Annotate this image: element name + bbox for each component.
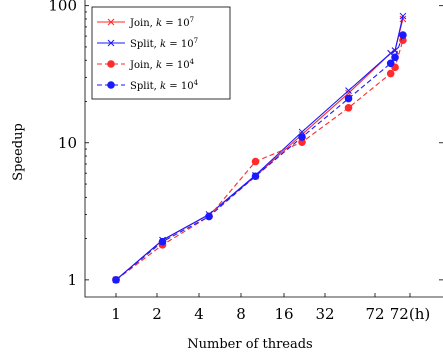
series-marker-dot bbox=[344, 103, 353, 112]
x-tick-label: 72 bbox=[365, 305, 384, 323]
axis-frame bbox=[84, 0, 443, 298]
series-marker-dot bbox=[386, 59, 395, 68]
series-marker-dot bbox=[158, 237, 167, 246]
legend-entry: Join, k = 107 bbox=[97, 16, 194, 29]
legend-label: Split, k = 104 bbox=[130, 79, 199, 92]
series-marker-dot bbox=[205, 212, 213, 221]
series-marker-x bbox=[399, 15, 407, 23]
axes: 1 10 100 1 2 4 8 16 32 72 72(h) bbox=[48, 0, 443, 323]
legend-marker-x bbox=[107, 18, 115, 26]
legend-entry: Split, k = 104 bbox=[97, 79, 199, 92]
series-marker-dot bbox=[298, 133, 306, 141]
legend-entry: Join, k = 104 bbox=[97, 58, 195, 71]
series-marker-x bbox=[399, 12, 407, 20]
x-tick-label: 2 bbox=[152, 305, 162, 323]
series-marker-x bbox=[345, 87, 352, 95]
x-tick-label: 4 bbox=[194, 305, 204, 323]
series-marker-dot bbox=[112, 276, 120, 284]
x-tick-label: 8 bbox=[236, 305, 246, 323]
legend-entry: Split, k = 107 bbox=[97, 37, 198, 50]
series-marker-dot bbox=[251, 172, 260, 181]
y-tick-label: 10 bbox=[58, 134, 77, 152]
series-marker-x bbox=[345, 89, 352, 97]
series-marker-dot bbox=[386, 69, 395, 78]
series-marker-dot bbox=[391, 53, 399, 62]
legend: Join, k = 107 Split, k = 107 Join, k = 104… bbox=[91, 6, 231, 100]
series-marker-dot bbox=[344, 94, 353, 103]
series-marker-dot bbox=[251, 157, 260, 166]
legend-label: Join, k = 107 bbox=[129, 16, 194, 29]
y-tick-label: 100 bbox=[48, 0, 77, 15]
legend-marker-dot bbox=[107, 60, 115, 68]
x-tick-label: 16 bbox=[274, 305, 293, 323]
y-tick-label: 1 bbox=[67, 271, 77, 289]
x-tick-label: 72(h) bbox=[390, 305, 430, 323]
series-layer bbox=[112, 12, 407, 284]
x-axis-title: Number of threads bbox=[187, 337, 312, 352]
legend-marker-x bbox=[107, 39, 115, 47]
y-axis-title: Speedup bbox=[11, 123, 26, 181]
legend-marker-dot bbox=[107, 81, 115, 89]
x-tick-label: 32 bbox=[315, 305, 334, 323]
series-marker-dot bbox=[399, 31, 407, 39]
x-tick-label: 1 bbox=[111, 305, 121, 323]
legend-label: Join, k = 104 bbox=[129, 58, 195, 71]
legend-label: Split, k = 107 bbox=[130, 37, 198, 50]
